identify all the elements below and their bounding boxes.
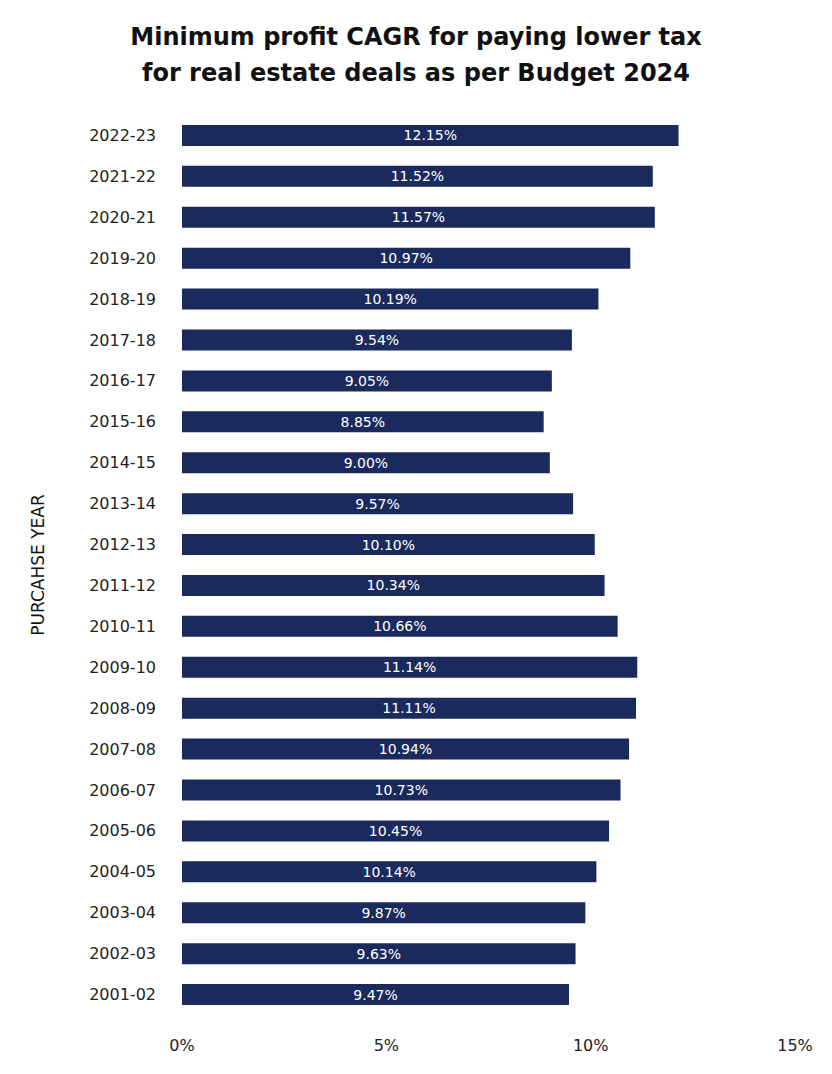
svg-text:10.45%: 10.45% <box>369 823 422 839</box>
svg-text:10%: 10% <box>573 1036 609 1055</box>
svg-text:Minimum profit CAGR for paying: Minimum profit CAGR for paying lower tax <box>130 23 702 51</box>
svg-text:10.94%: 10.94% <box>379 741 432 757</box>
svg-text:9.57%: 9.57% <box>355 496 399 512</box>
svg-text:10.34%: 10.34% <box>367 577 420 593</box>
svg-text:2014-15: 2014-15 <box>89 453 156 472</box>
svg-text:11.52%: 11.52% <box>391 168 444 184</box>
svg-text:2013-14: 2013-14 <box>89 494 156 513</box>
svg-text:2006-07: 2006-07 <box>89 781 156 800</box>
svg-text:10.19%: 10.19% <box>364 291 417 307</box>
svg-text:9.87%: 9.87% <box>361 905 405 921</box>
svg-text:2005-06: 2005-06 <box>89 821 156 840</box>
svg-text:2001-02: 2001-02 <box>89 985 156 1004</box>
svg-text:12.15%: 12.15% <box>404 127 457 143</box>
svg-text:5%: 5% <box>374 1036 399 1055</box>
svg-text:2019-20: 2019-20 <box>89 249 156 268</box>
svg-text:2016-17: 2016-17 <box>89 371 156 390</box>
svg-text:2008-09: 2008-09 <box>89 699 156 718</box>
svg-text:11.11%: 11.11% <box>382 700 435 716</box>
svg-text:2020-21: 2020-21 <box>89 208 156 227</box>
svg-text:2011-12: 2011-12 <box>89 576 156 595</box>
svg-text:2017-18: 2017-18 <box>89 331 156 350</box>
svg-text:9.05%: 9.05% <box>345 373 389 389</box>
svg-text:10.73%: 10.73% <box>375 782 428 798</box>
svg-text:0%: 0% <box>169 1036 194 1055</box>
svg-text:2007-08: 2007-08 <box>89 740 156 759</box>
svg-text:for real estate deals as per B: for real estate deals as per Budget 2024 <box>142 59 690 87</box>
svg-text:8.85%: 8.85% <box>341 414 385 430</box>
svg-text:2004-05: 2004-05 <box>89 862 156 881</box>
svg-text:2018-19: 2018-19 <box>89 290 156 309</box>
svg-text:2015-16: 2015-16 <box>89 412 156 431</box>
svg-text:2002-03: 2002-03 <box>89 944 156 963</box>
svg-text:9.63%: 9.63% <box>357 946 401 962</box>
svg-text:2021-22: 2021-22 <box>89 167 156 186</box>
svg-text:2003-04: 2003-04 <box>89 903 156 922</box>
svg-text:9.54%: 9.54% <box>355 332 399 348</box>
svg-text:2012-13: 2012-13 <box>89 535 156 554</box>
svg-text:15%: 15% <box>777 1036 813 1055</box>
svg-text:9.47%: 9.47% <box>353 987 397 1003</box>
svg-text:2022-23: 2022-23 <box>89 126 156 145</box>
svg-text:10.10%: 10.10% <box>362 537 415 553</box>
svg-text:10.66%: 10.66% <box>373 618 426 634</box>
svg-text:2010-11: 2010-11 <box>89 617 156 636</box>
svg-text:11.57%: 11.57% <box>392 209 445 225</box>
svg-text:PURCAHSE YEAR: PURCAHSE YEAR <box>28 494 48 636</box>
svg-text:10.14%: 10.14% <box>362 864 415 880</box>
svg-text:9.00%: 9.00% <box>344 455 388 471</box>
svg-text:2009-10: 2009-10 <box>89 658 156 677</box>
svg-text:10.97%: 10.97% <box>379 250 432 266</box>
svg-text:11.14%: 11.14% <box>383 659 436 675</box>
